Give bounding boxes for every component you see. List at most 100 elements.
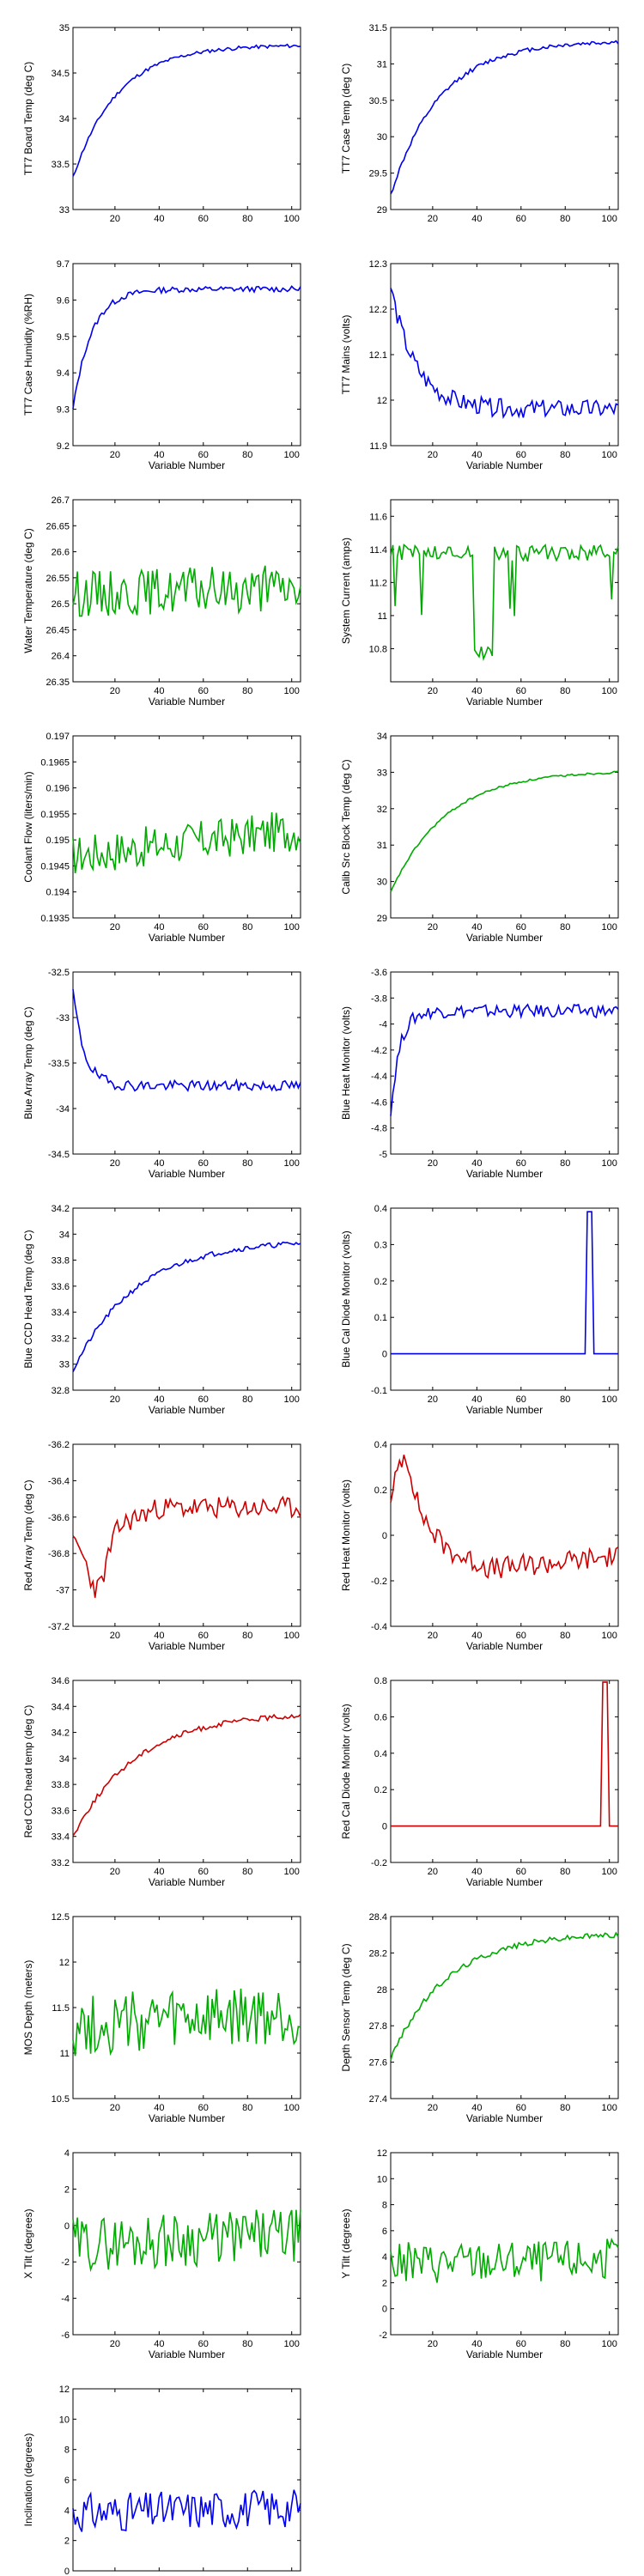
y-tick-label: 12 xyxy=(59,2385,70,2395)
x-axis-label: Variable Number xyxy=(466,459,543,471)
x-tick-label: 80 xyxy=(242,922,252,933)
x-tick-label: 60 xyxy=(516,1394,526,1405)
x-tick-label: 40 xyxy=(471,1867,482,1877)
x-axis-label: Variable Number xyxy=(466,1404,543,1416)
x-tick-label: 100 xyxy=(284,2339,300,2349)
y-tick-label: 28.2 xyxy=(369,1948,387,1959)
y-tick-label: 28.4 xyxy=(369,1912,387,1923)
y-tick-label: 30.5 xyxy=(369,96,387,106)
x-tick-label: 20 xyxy=(428,450,438,460)
x-tick-label: 80 xyxy=(242,214,252,224)
y-tick-label: 34.2 xyxy=(52,1728,70,1739)
x-tick-label: 80 xyxy=(560,450,570,460)
x-axis-label: Variable Number xyxy=(466,1640,543,1652)
x-tick-label: 80 xyxy=(242,1631,252,1641)
series-line xyxy=(72,811,301,874)
x-tick-label: 40 xyxy=(154,1158,164,1169)
x-tick-label: 60 xyxy=(198,2339,209,2349)
y-tick-label: 11 xyxy=(60,2049,70,2059)
x-axis-label: Variable Number xyxy=(149,696,225,708)
x-tick-label: 20 xyxy=(110,2339,120,2349)
series-line xyxy=(72,285,301,410)
y-tick-label: 33.8 xyxy=(52,1256,70,1267)
x-tick-label: 100 xyxy=(284,922,300,933)
y-tick-label: 6 xyxy=(382,2227,387,2237)
y-tick-label: 26.5 xyxy=(52,599,70,610)
y-tick-label: -36.6 xyxy=(48,1513,70,1523)
x-tick-label: 40 xyxy=(154,1394,164,1405)
x-tick-label: 20 xyxy=(110,1394,120,1405)
plot-frame xyxy=(390,2152,619,2336)
x-tick-label: 100 xyxy=(602,686,617,696)
x-tick-label: 100 xyxy=(284,1867,300,1877)
plot-frame xyxy=(72,1680,301,1863)
y-tick-label: 4 xyxy=(64,2506,70,2516)
y-tick-label: 0.6 xyxy=(374,1712,387,1722)
x-tick-label: 60 xyxy=(198,686,209,696)
y-tick-label: 32 xyxy=(377,805,387,815)
chart-19: 20 40 60 80 100 -6 -4 -2 0 2 4 Variable Number X Til… xyxy=(22,2148,301,2360)
x-axis-label: Variable Number xyxy=(466,1168,543,1180)
x-tick-label: 20 xyxy=(428,922,438,933)
y-tick-label: 0.2 xyxy=(374,1277,387,1287)
y-axis-label: TT7 Case Temp (deg C) xyxy=(340,64,352,174)
x-tick-label: 20 xyxy=(428,1631,438,1641)
x-tick-label: 20 xyxy=(110,922,120,933)
chart-14: 20 40 60 80 100 -0.4 -0.2 0 0.2 0.4 Variable Numbe… xyxy=(340,1440,619,1652)
y-tick-label: 0.2 xyxy=(374,1485,387,1496)
y-tick-label: 11.6 xyxy=(369,512,387,522)
y-tick-label: 33.4 xyxy=(52,1832,70,1843)
y-axis-label: MOS Depth (meters) xyxy=(22,1960,34,2056)
y-tick-label: 0.1945 xyxy=(40,861,70,872)
y-tick-label: -2 xyxy=(61,2257,70,2268)
x-tick-label: 100 xyxy=(284,1394,300,1405)
x-tick-label: 60 xyxy=(516,1158,526,1169)
x-tick-label: 80 xyxy=(560,686,570,696)
y-tick-label: -0.2 xyxy=(371,1858,387,1868)
x-tick-label: 60 xyxy=(198,1394,209,1405)
y-tick-label: 4 xyxy=(64,2148,70,2159)
chart-20: 20 40 60 80 100 -2 0 2 4 6 8 10 12 Variable Number Y T… xyxy=(340,2148,619,2360)
plot-frame xyxy=(72,971,301,1155)
y-tick-label: 0.1965 xyxy=(40,757,70,768)
x-tick-label: 40 xyxy=(154,1631,164,1641)
plot-frame xyxy=(390,263,619,447)
x-tick-label: 100 xyxy=(284,686,300,696)
y-tick-label: 0.1 xyxy=(374,1313,387,1323)
y-tick-label: 11.9 xyxy=(369,441,387,452)
y-axis-label: Blue CCD Head Temp (deg C) xyxy=(22,1230,34,1368)
y-tick-label: 33 xyxy=(377,768,387,778)
y-tick-label: 10.5 xyxy=(52,2094,70,2105)
x-axis-label: Variable Number xyxy=(149,2112,225,2124)
x-tick-label: 40 xyxy=(471,450,482,460)
y-tick-label: 10 xyxy=(377,2174,387,2184)
series-line xyxy=(72,988,301,1092)
y-tick-label: 0.2 xyxy=(374,1785,387,1795)
x-tick-label: 60 xyxy=(198,922,209,933)
x-tick-label: 60 xyxy=(198,1867,209,1877)
y-axis-label: Red Array Temp (deg C) xyxy=(22,1479,34,1590)
x-tick-label: 60 xyxy=(198,1158,209,1169)
x-tick-label: 40 xyxy=(154,2339,164,2349)
y-tick-label: 34.2 xyxy=(52,1204,70,1214)
x-tick-label: 40 xyxy=(154,922,164,933)
chart-18: 20 40 60 80 100 27.4 27.6 27.8 28 28.2 28.4 Variabl… xyxy=(340,1912,619,2124)
plot-frame xyxy=(390,1916,619,2099)
y-tick-label: -6 xyxy=(61,2330,70,2341)
y-tick-label: -36.8 xyxy=(48,1549,70,1559)
y-tick-label: -3.8 xyxy=(371,993,387,1004)
series-line xyxy=(390,2237,619,2283)
chart-3: 20 40 60 80 100 9.2 9.3 9.4 9.5 9.6 9.7 Variable Nu… xyxy=(22,259,301,471)
y-axis-label: Coolant Flow (liters/min) xyxy=(22,771,34,882)
y-tick-label: 9.3 xyxy=(57,405,70,416)
chart-9: 20 40 60 80 100 -34.5 -34 -33.5 -33 -32.5 Variable… xyxy=(22,968,301,1180)
chart-17: 20 40 60 80 100 10.5 11 11.5 12 12.5 Variable Numb… xyxy=(22,1912,301,2124)
x-tick-label: 40 xyxy=(471,1631,482,1641)
y-tick-label: 12 xyxy=(377,396,387,406)
y-tick-label: 0.194 xyxy=(46,888,70,898)
x-tick-label: 80 xyxy=(560,1394,570,1405)
y-tick-label: -34 xyxy=(56,1104,70,1115)
x-tick-label: 60 xyxy=(198,1631,209,1641)
x-tick-label: 60 xyxy=(198,2103,209,2113)
x-tick-label: 80 xyxy=(242,686,252,696)
